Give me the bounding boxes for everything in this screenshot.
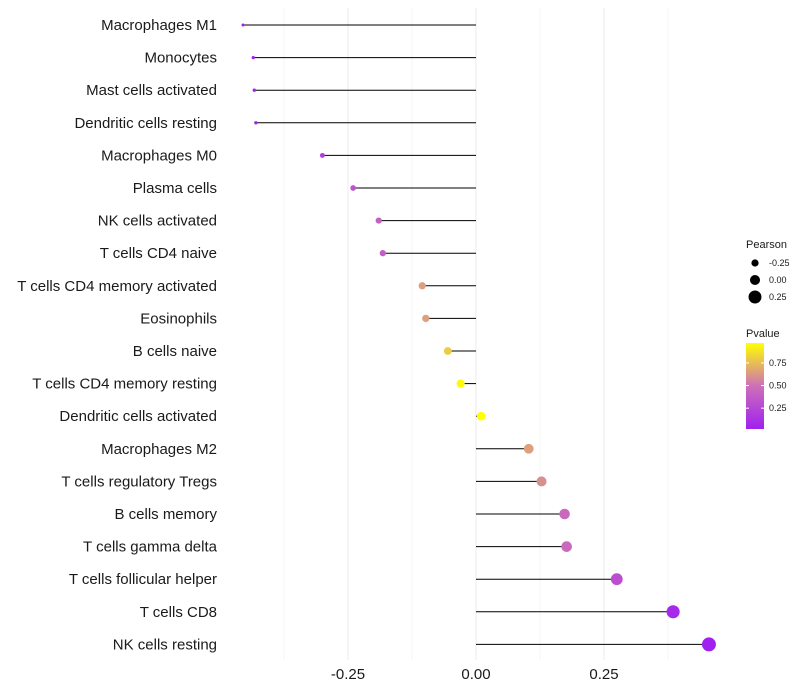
lollipop-point	[536, 476, 547, 487]
x-tick-label: 0.00	[461, 666, 490, 683]
legend-pvalue-label: 0.25	[769, 403, 787, 413]
category-label: T cells CD4 naive	[100, 245, 217, 262]
category-label: T cells CD4 memory activated	[17, 278, 217, 295]
category-label: T cells gamma delta	[83, 539, 218, 556]
legend-pvalue-title: Pvalue	[746, 328, 780, 340]
category-label: Macrophages M1	[101, 17, 217, 34]
legend-pearson-key	[749, 274, 761, 286]
category-label: T cells regulatory Tregs	[61, 473, 217, 490]
x-tick-label: -0.25	[331, 666, 365, 683]
lollipop-point	[422, 314, 430, 323]
lollipop-point	[375, 217, 382, 224]
legend-pearson-label: -0.25	[769, 258, 790, 268]
point-layer	[241, 23, 716, 652]
lollipop-point	[456, 379, 465, 388]
grid-layer	[283, 8, 669, 660]
lollipop-point	[523, 443, 534, 454]
stem-layer	[243, 24, 709, 645]
lollipop-point	[319, 152, 325, 158]
lollipop-point	[561, 541, 572, 552]
legend-pearson-title: Pearson	[746, 239, 787, 251]
legend-pvalue-label: 0.50	[769, 381, 787, 391]
lollipop-point	[251, 55, 255, 60]
category-label: Monocytes	[144, 50, 217, 67]
lollipop-point	[701, 637, 716, 652]
legend-pearson-key	[751, 259, 759, 267]
legend-pvalue: Pvalue 0.25 0.50 0.75	[746, 328, 787, 429]
category-label: Eosinophils	[140, 310, 217, 327]
category-label: Macrophages M2	[101, 441, 217, 458]
category-labels: Macrophages M1 Monocytes Mast cells activa…	[17, 17, 217, 653]
lollipop-point	[610, 573, 623, 586]
x-tick-label: 0.25	[589, 666, 618, 683]
category-label: NK cells resting	[113, 636, 217, 653]
category-label: Dendritic cells resting	[74, 115, 217, 132]
category-label: Plasma cells	[133, 180, 217, 197]
lollipop-point	[443, 347, 452, 355]
category-label: Mast cells activated	[86, 82, 217, 99]
lollipop-point	[418, 282, 426, 290]
legend-pvalue-colorbar	[746, 343, 764, 429]
lollipop-point	[559, 508, 570, 520]
x-axis-ticks: -0.25 0.00 0.25	[331, 666, 619, 683]
legend-pearson: Pearson -0.25 0.00 0.25	[746, 239, 790, 304]
lollipop-point	[350, 185, 356, 191]
lollipop-point	[379, 250, 386, 257]
lollipop-point	[476, 411, 486, 421]
category-label: NK cells activated	[98, 213, 217, 230]
lollipop-point	[666, 605, 680, 619]
legend-pearson-label: 0.25	[769, 292, 787, 302]
legend-pearson-key	[748, 290, 762, 304]
category-label: T cells CD4 memory resting	[32, 376, 217, 393]
category-label: T cells follicular helper	[69, 571, 217, 588]
lollipop-point	[252, 88, 256, 92]
category-label: Macrophages M0	[101, 147, 217, 164]
lollipop-point	[241, 23, 245, 27]
legend-pearson-label: 0.00	[769, 275, 787, 285]
category-label: T cells CD8	[140, 604, 217, 621]
category-label: B cells memory	[114, 506, 217, 523]
legend-pvalue-label: 0.75	[769, 358, 787, 368]
category-label: B cells naive	[133, 343, 217, 360]
category-label: Dendritic cells activated	[59, 408, 217, 425]
lollipop-point	[254, 121, 258, 125]
